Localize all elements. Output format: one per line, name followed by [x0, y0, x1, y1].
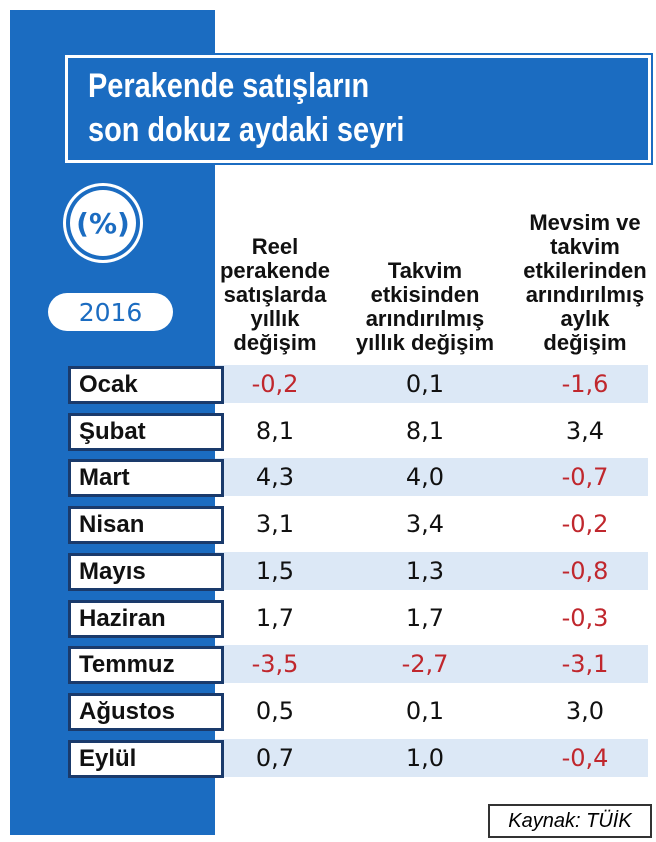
column-header: Reel perakende satışlarda yıllık değişim	[219, 234, 331, 355]
row-label: Ocak	[68, 366, 224, 404]
row-label: Eylül	[68, 739, 224, 778]
cell-value: 1,7	[255, 603, 295, 632]
row-stripe	[215, 365, 648, 403]
cell-value: -0,2	[561, 510, 609, 539]
cell-value: 8,1	[405, 416, 445, 445]
cell-value: 3,1	[255, 510, 295, 539]
cell-value: 1,3	[405, 556, 445, 585]
column-header: Mevsim ve takvim etkilerinden arındırılm…	[523, 210, 647, 355]
year-badge: 2016	[48, 293, 173, 331]
cell-value: 4,3	[255, 463, 295, 492]
column-header: Takvim etkisinden arındırılmış yıllık de…	[355, 258, 495, 355]
cell-value: -0,8	[561, 556, 609, 585]
cell-value: 0,1	[405, 370, 445, 398]
cell-value: 3,4	[405, 510, 445, 539]
row-label: Mart	[68, 459, 224, 498]
cell-value: 1,5	[255, 556, 295, 585]
row-label: Nisan	[68, 506, 224, 545]
source: Kaynak: TÜİK	[488, 804, 652, 838]
cell-value: 3,4	[565, 416, 605, 445]
title: Perakende satışların son dokuz aydaki se…	[88, 67, 405, 149]
cell-value: 1,7	[405, 603, 445, 632]
cell-value: -0,3	[561, 603, 609, 632]
row-stripe	[215, 458, 648, 497]
cell-value: 0,1	[405, 696, 445, 725]
cell-value: -0,4	[561, 743, 609, 772]
cell-value: 0,5	[255, 696, 295, 725]
cell-value: 0,7	[255, 743, 295, 772]
row-stripe	[215, 551, 648, 590]
cell-value: -0,7	[561, 463, 609, 492]
cell-value: -0,2	[251, 370, 299, 398]
cell-value: 8,1	[255, 416, 295, 445]
cell-value: -3,1	[561, 650, 609, 679]
cell-value: 4,0	[405, 463, 445, 492]
cell-value: -3,5	[251, 650, 299, 679]
cell-value: 3,0	[565, 696, 605, 725]
unit-badge: (%)	[66, 186, 140, 260]
row-stripe	[215, 738, 648, 777]
row-label: Haziran	[68, 599, 224, 638]
row-label: Mayıs	[68, 552, 224, 591]
title-box: Perakende satışların son dokuz aydaki se…	[65, 55, 651, 163]
row-label: Temmuz	[68, 646, 224, 685]
cell-value: 1,0	[405, 743, 445, 772]
cell-value: -1,6	[561, 370, 609, 398]
row-label: Şubat	[68, 412, 224, 451]
row-stripe	[215, 645, 648, 684]
row-label: Ağustos	[68, 692, 224, 731]
cell-value: -2,7	[401, 650, 449, 679]
